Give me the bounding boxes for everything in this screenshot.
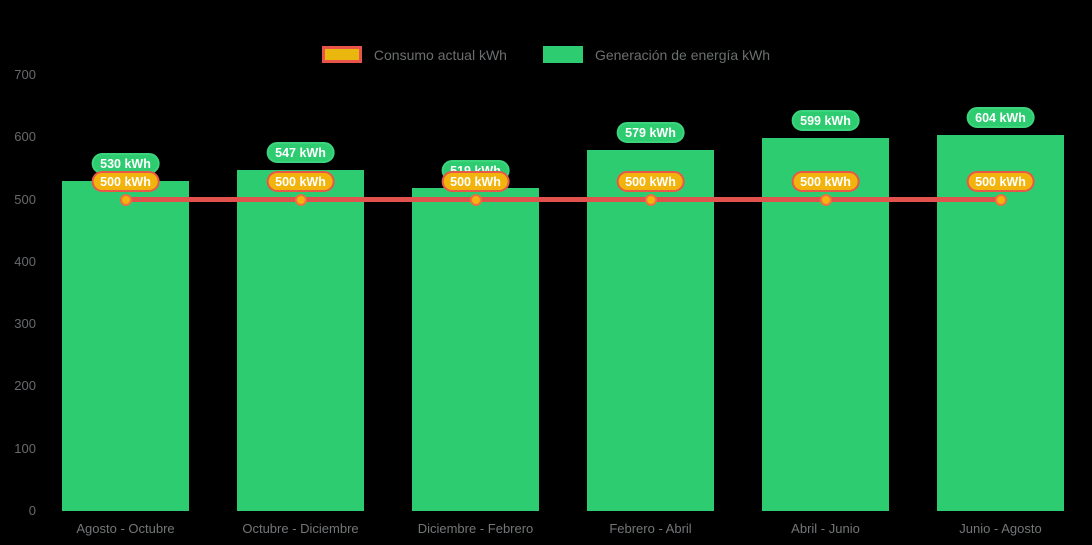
consumption-point[interactable] [469,193,482,206]
generation-bar[interactable] [237,170,364,511]
x-axis-label: Agosto - Octubre [76,521,175,536]
y-tick-label: 600 [14,129,36,145]
x-axis-label: Febrero - Abril [609,521,692,536]
generacion-swatch-icon [542,46,583,63]
legend-item-generacion[interactable]: Generación de energía kWh [542,46,771,63]
generation-value-pill: 599 kWh [791,109,860,131]
y-tick-label: 700 [14,67,36,82]
consumption-point[interactable] [644,193,657,206]
generation-bar[interactable] [62,180,189,511]
x-axis-label: Octubre - Diciembre [242,521,359,536]
generation-bar[interactable] [412,187,539,511]
y-tick-label: 200 [14,378,36,394]
consumption-point[interactable] [994,193,1007,206]
y-tick-label: 400 [14,253,36,269]
y-tick-label: 0 [28,503,36,518]
consumption-point[interactable] [819,193,832,206]
consumption-line [125,197,1001,203]
chart-legend: Consumo actual kWh Generación de energía… [0,46,1092,63]
consumption-value-pill: 500 kWh [966,170,1035,192]
generation-value-pill: 547 kWh [266,142,335,164]
generation-bar[interactable] [587,150,714,511]
y-tick-label: 100 [14,440,36,456]
consumption-value-pill: 500 kWh [791,170,860,192]
legend-item-consumo[interactable]: Consumo actual kWh [321,46,507,63]
x-axis-label: Junio - Agosto [959,521,1042,536]
consumption-value-pill: 500 kWh [441,170,510,192]
consumption-point[interactable] [294,193,307,206]
consumo-swatch-icon [321,46,362,63]
y-tick-label: 300 [14,316,36,332]
generation-value-pill: 579 kWh [616,122,685,144]
generation-value-pill: 604 kWh [966,106,1035,128]
x-axis-label: Abril - Junio [791,521,860,536]
x-axis-label: Diciembre - Febrero [417,521,534,536]
consumption-value-pill: 500 kWh [616,170,685,192]
legend-label-consumo: Consumo actual kWh [373,46,507,63]
y-tick-label: 500 [14,191,36,207]
legend-label-generacion: Generación de energía kWh [594,46,771,63]
consumption-value-pill: 500 kWh [91,170,160,192]
consumption-point[interactable] [119,193,132,206]
consumption-value-pill: 500 kWh [266,170,335,192]
